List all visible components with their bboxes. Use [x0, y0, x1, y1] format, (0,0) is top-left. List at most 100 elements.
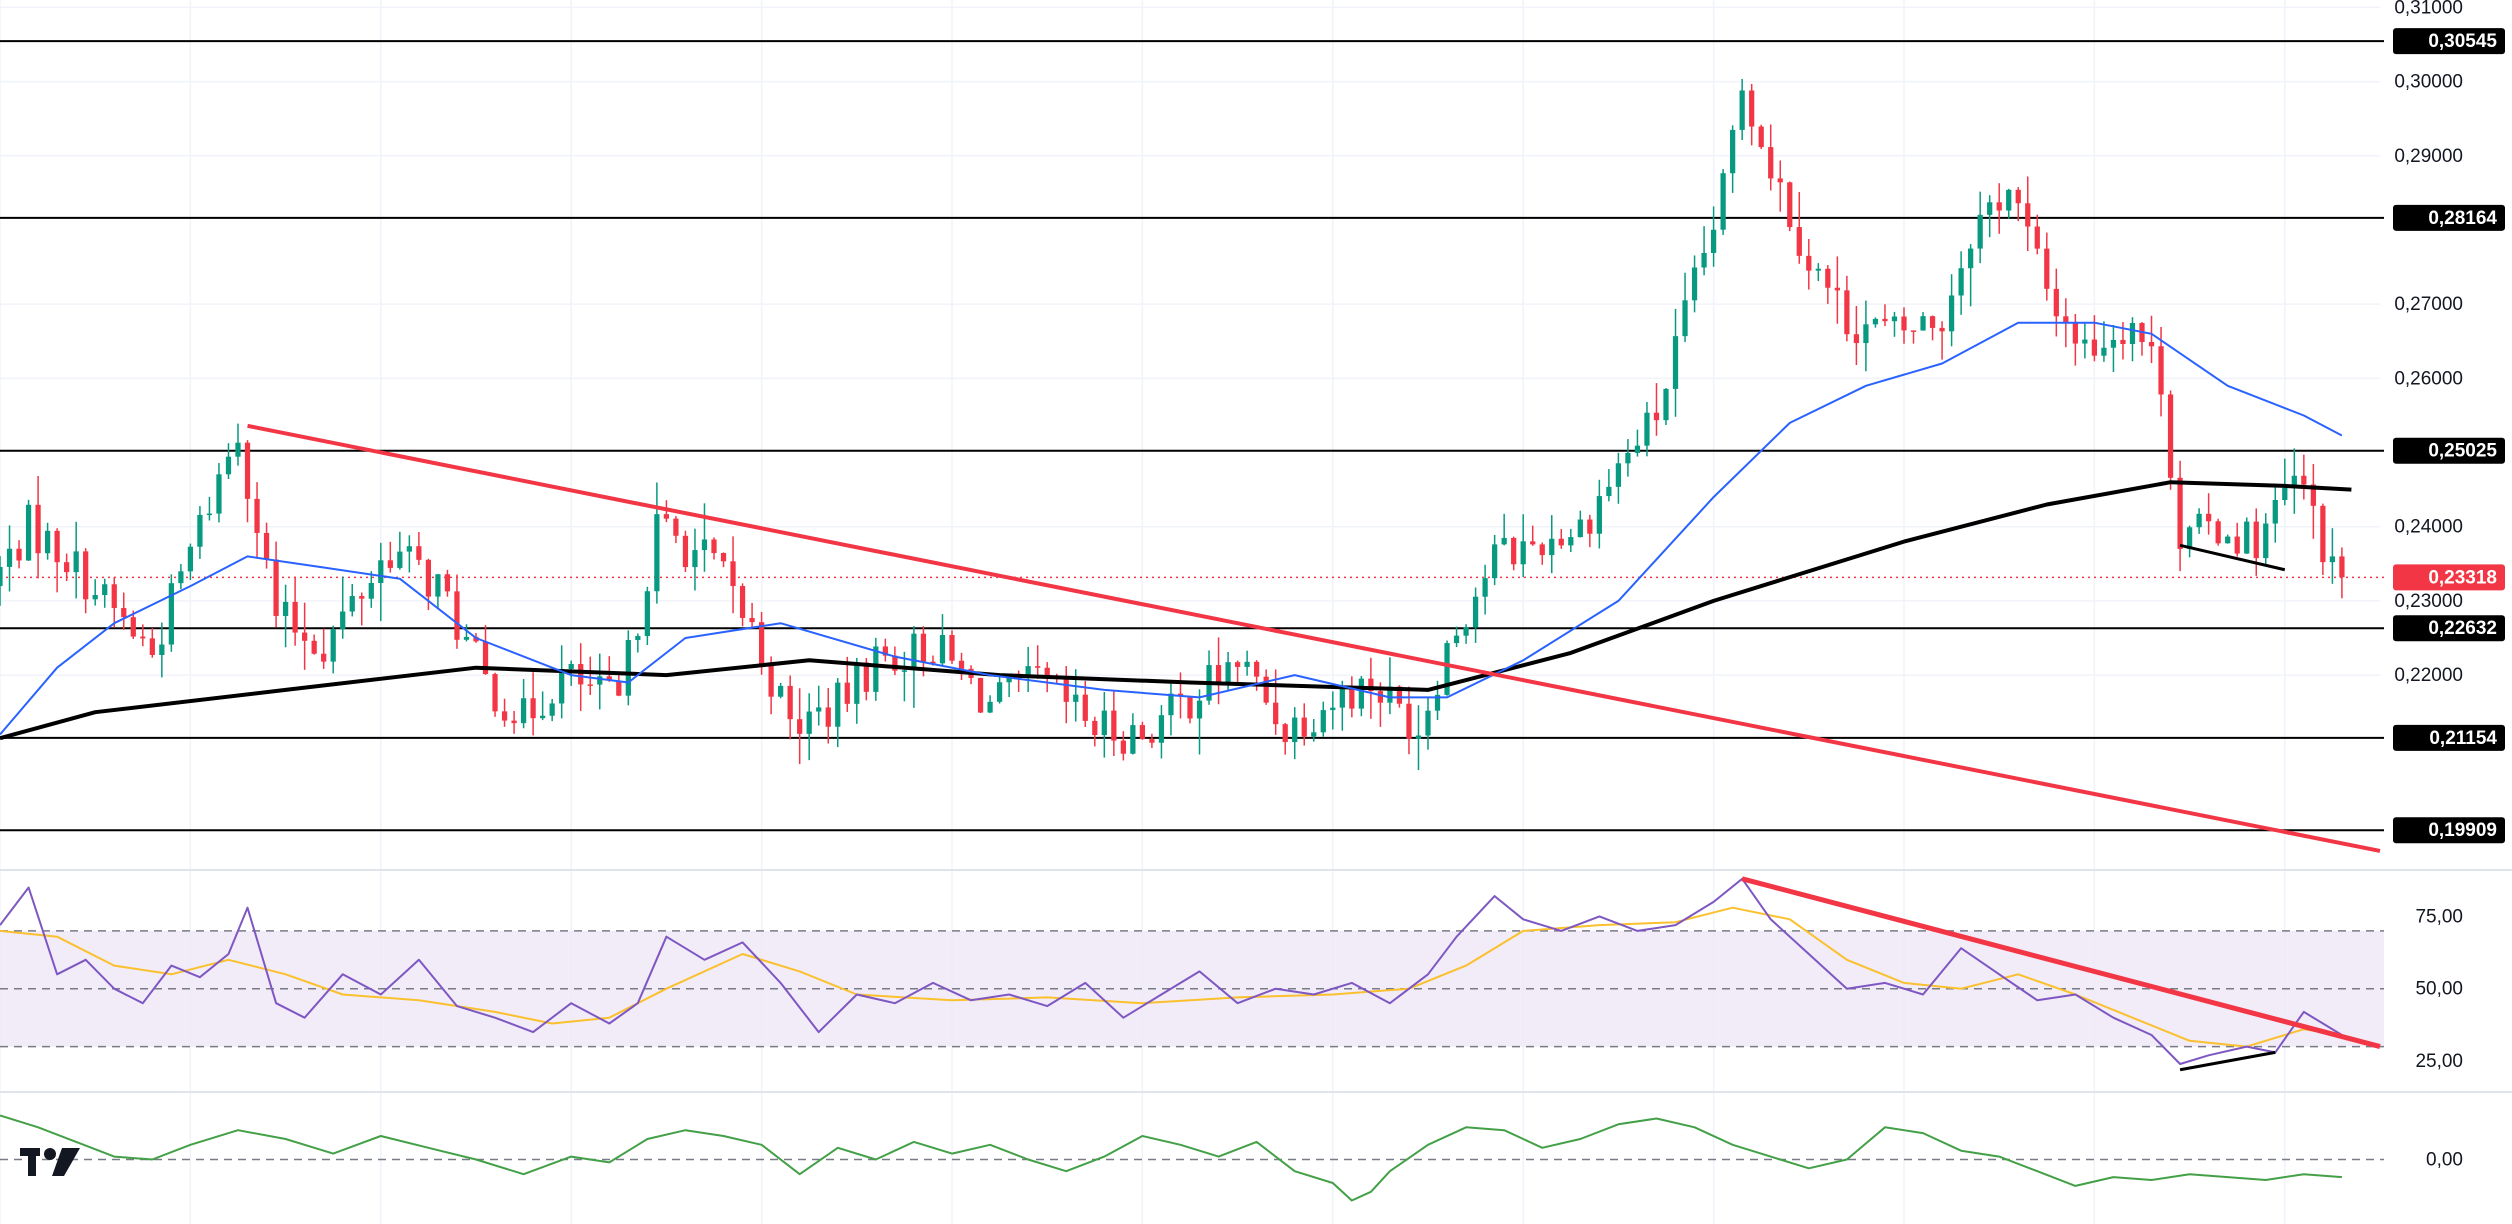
candle-body: [635, 636, 641, 641]
candle-body: [996, 682, 1003, 702]
candle-body: [235, 442, 241, 457]
candle-body: [1691, 267, 1698, 301]
candle-body: [749, 617, 755, 623]
candle-body: [2301, 475, 2307, 485]
level-price-label: 0,25025: [2393, 437, 2505, 464]
candle-body: [406, 546, 412, 552]
candle-body: [473, 636, 479, 642]
candle-body: [168, 583, 174, 645]
candle-body: [797, 719, 803, 734]
candle-body: [1891, 316, 1898, 322]
candle-body: [1330, 707, 1336, 711]
candle-body: [2186, 527, 2193, 549]
candle-body: [1035, 666, 1041, 668]
ma-long-line: [0, 480, 2352, 741]
candle-body: [359, 596, 365, 599]
candle-body: [1396, 686, 1403, 704]
rsi-ma-line: [0, 906, 2343, 1048]
candle-body: [302, 632, 308, 641]
level-price-label-bg: [2393, 724, 2505, 751]
candle-body: [1358, 678, 1364, 709]
candle-body: [1672, 336, 1679, 389]
candle-body: [2072, 322, 2078, 344]
rsi-tick-label: 75,00: [2415, 906, 2463, 927]
candle-body: [1139, 725, 1146, 740]
candle-body: [64, 562, 70, 573]
candle-body: [835, 682, 841, 727]
candle-body: [2158, 346, 2164, 395]
candle-body: [1996, 202, 2002, 211]
candle-body: [2206, 513, 2212, 522]
candle-body: [378, 560, 384, 583]
candle-body: [987, 701, 993, 713]
candle-body: [416, 546, 422, 560]
candle-body: [1415, 735, 1422, 739]
candle-body: [1577, 519, 1583, 538]
price-tick-label: 0,29000: [2394, 146, 2463, 167]
candle-body: [616, 680, 622, 696]
price-tick-label: 0,23000: [2394, 591, 2463, 612]
level-price-label-text: 0,28164: [2428, 208, 2497, 229]
candle-body: [2253, 521, 2259, 559]
candle-body: [663, 514, 670, 519]
logo-slash: [52, 1148, 80, 1176]
candle-body: [930, 661, 936, 664]
candle-body: [111, 584, 117, 609]
candle-body: [1720, 173, 1726, 230]
candle-body: [711, 539, 717, 554]
candle-body: [2082, 339, 2088, 344]
level-price-label-bg: [2393, 437, 2505, 464]
candle-body: [540, 715, 546, 719]
candle-body: [254, 498, 260, 533]
candle-body: [1587, 519, 1593, 534]
candle-body: [1568, 537, 1574, 546]
candle-body: [2101, 347, 2107, 356]
candle-body: [1853, 334, 1860, 344]
candle-body: [1815, 268, 1821, 271]
candle-body: [1196, 700, 1203, 719]
candle-body: [1168, 693, 1174, 716]
candle-body: [2006, 189, 2012, 211]
candle-body: [2234, 536, 2240, 554]
candle-body: [673, 518, 679, 536]
candle-body: [368, 582, 374, 599]
candle-body: [1425, 710, 1431, 736]
candle-body: [778, 685, 784, 697]
candle-body: [1701, 252, 1707, 268]
ma-short-line: [0, 321, 2343, 736]
candle-body: [1777, 178, 1783, 183]
candle-body: [1901, 316, 1907, 331]
candle-body: [1463, 627, 1469, 636]
candle-body: [244, 442, 251, 499]
tradingview-logo[interactable]: [18, 1144, 82, 1180]
candle-body: [435, 574, 441, 597]
candle-body: [35, 504, 41, 554]
price-tick-label-text: 0,24000: [2394, 517, 2463, 538]
candle-body: [806, 711, 812, 734]
candle-body: [1263, 676, 1269, 703]
candle-body: [1796, 227, 1802, 256]
candle-body: [273, 559, 279, 616]
osc-tick-label: 0,00: [2426, 1150, 2463, 1171]
candle-body: [1158, 715, 1165, 743]
candle-body: [816, 707, 822, 712]
candle-body: [130, 617, 136, 637]
candle-body: [2034, 226, 2040, 249]
level-price-label-text: 0,19909: [2428, 820, 2497, 841]
candle-body: [6, 548, 13, 567]
rsi-trendline: [2179, 1050, 2276, 1072]
candle-body: [625, 640, 631, 696]
candle-body: [1273, 702, 1279, 725]
candle-body: [1492, 544, 1498, 579]
price-levels: [0, 40, 2384, 832]
candle-body: [311, 640, 317, 654]
candle-body: [1444, 643, 1450, 695]
price-tick-label: 0,24000: [2394, 517, 2463, 538]
candle-body: [758, 622, 765, 664]
candle-body: [159, 644, 165, 655]
osc-line: [0, 1114, 2342, 1202]
price-trendline: [2179, 543, 2286, 572]
candle-body: [682, 535, 689, 568]
